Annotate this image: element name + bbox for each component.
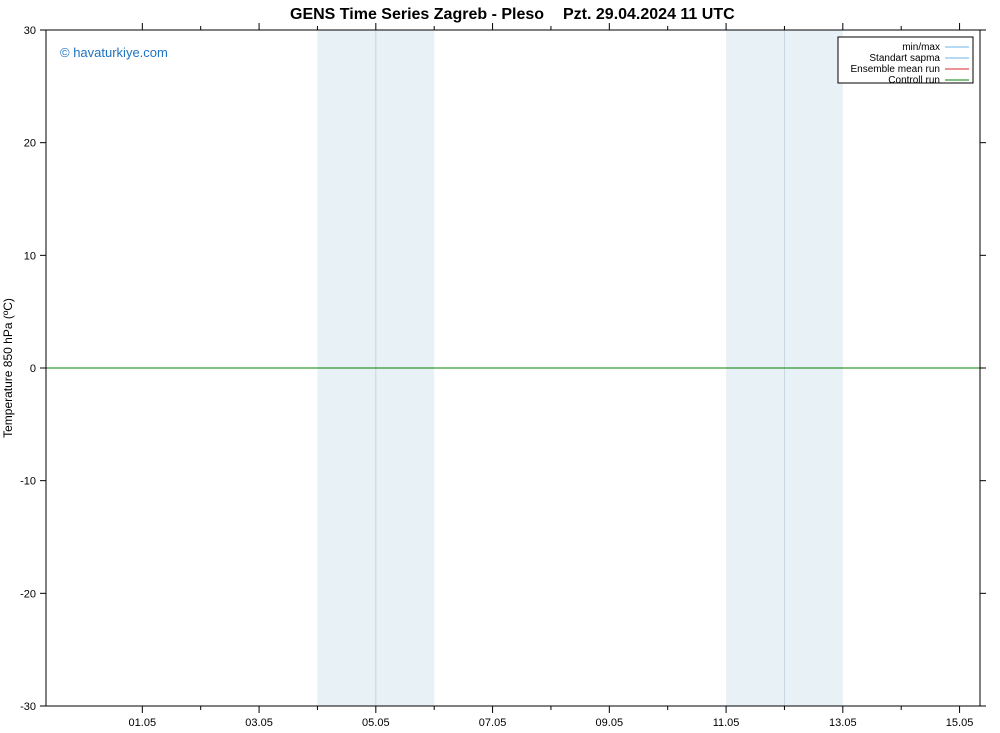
y-tick-label: 0 [30,363,36,375]
y-tick-label: -10 [20,476,36,488]
x-tick-label: 07.05 [479,717,507,729]
x-tick-label: 09.05 [596,717,624,729]
y-tick-label: -20 [20,588,36,600]
x-tick-label: 01.05 [129,717,157,729]
chart-container: -30 -20 -10 0 10 20 30 01.05 03.05 05.05 07.05 09.0… [0,0,1000,733]
chart-title-left: GENS Time Series Zagreb - Pleso [290,6,544,23]
y-tick-label: 30 [24,25,36,37]
x-tick-label: 05.05 [362,717,390,729]
watermark: © havaturkiye.com [60,45,168,60]
y-axis-label: Temperature 850 hPa (ºC) [1,298,15,438]
y-tick-label: 20 [24,138,36,150]
y-tick-label: 10 [24,250,36,262]
chart-title-right: Pzt. 29.04.2024 11 UTC [563,6,735,23]
legend-label: Controll run [888,75,940,86]
legend-label: min/max [902,42,940,53]
x-tick-label: 11.05 [713,717,740,729]
x-tick-label: 03.05 [245,717,273,729]
x-tick-label: 13.05 [829,717,857,729]
legend-label: Ensemble mean run [851,64,941,75]
legend-label: Standart sapma [869,53,940,64]
y-tick-label: -30 [20,701,36,713]
x-tick-label: 15.05 [946,717,974,729]
chart-svg: -30 -20 -10 0 10 20 30 01.05 03.05 05.05 07.05 09.0… [0,0,1000,733]
